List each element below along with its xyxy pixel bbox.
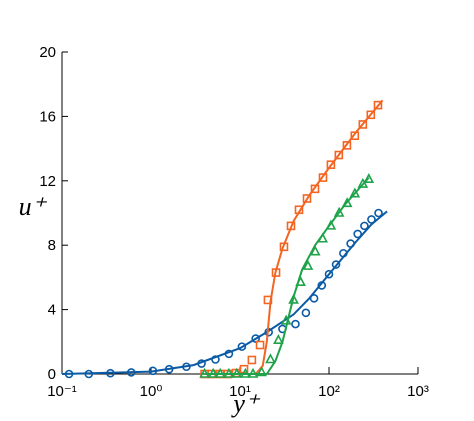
data-point (106, 368, 115, 378)
data-point (197, 359, 206, 368)
data-point (318, 173, 328, 182)
data-point (374, 208, 383, 218)
data-point (182, 362, 191, 372)
data-point (342, 141, 352, 150)
y-tick-label: 16 (39, 108, 56, 125)
data-point (247, 355, 257, 365)
data-point (279, 242, 289, 252)
data-point (247, 367, 259, 378)
data-point (363, 172, 375, 183)
y-tick-label: 12 (39, 173, 56, 190)
data-point (240, 367, 251, 378)
data-point (148, 366, 158, 376)
y-tick-label: 0 (48, 366, 56, 383)
x-tick-label: 10⁰ (140, 383, 163, 400)
data-point (317, 232, 329, 243)
x-tick-label: 10³ (407, 383, 429, 400)
y-tick-label: 8 (48, 237, 56, 254)
data-point (263, 295, 273, 305)
data-point (334, 150, 344, 160)
data-point (341, 197, 353, 208)
data-point (325, 219, 337, 230)
data-point (255, 340, 265, 350)
series-line (61, 210, 388, 375)
x-tick-label: 10² (318, 383, 340, 400)
data-point (366, 110, 376, 120)
data-point (302, 259, 314, 270)
data-point (309, 245, 321, 256)
data-point (207, 367, 219, 378)
data-point (224, 349, 234, 359)
data-point (324, 269, 334, 279)
data-point (360, 221, 369, 231)
y-axis-label: u⁺ (19, 192, 48, 221)
data-point (84, 369, 94, 379)
data-point (310, 184, 320, 194)
data-point (326, 160, 336, 169)
data-point (309, 294, 319, 303)
data-point (317, 281, 327, 290)
data-point (237, 342, 247, 351)
y-tick-label: 20 (39, 44, 56, 61)
data-point (265, 353, 276, 364)
data-point (353, 229, 362, 239)
data-point (256, 366, 267, 377)
data-point (331, 260, 341, 269)
data-point (164, 364, 174, 374)
data-point (357, 177, 369, 188)
data-point (350, 131, 360, 141)
data-point (346, 239, 355, 248)
data-point (358, 120, 368, 129)
data-point (295, 276, 306, 287)
y-tick-label: 4 (48, 302, 56, 319)
data-point (286, 221, 296, 231)
data-point (214, 367, 226, 378)
data-point (339, 248, 348, 258)
data-point (301, 308, 311, 318)
data-point (223, 367, 235, 378)
data-point (367, 215, 376, 224)
data-point (199, 367, 210, 378)
x-axis-label: y⁺ (230, 389, 261, 418)
data-point (291, 319, 300, 329)
data-point (271, 268, 281, 277)
x-tick-label: 10¹ (229, 383, 251, 400)
data-point (349, 187, 361, 198)
data-point (231, 367, 243, 378)
data-point (126, 368, 136, 377)
data-point (294, 205, 304, 215)
data-point (251, 334, 260, 343)
data-point (333, 206, 345, 217)
data-point (211, 355, 220, 364)
data-point (280, 314, 292, 325)
data-point (288, 293, 299, 304)
data-point (302, 194, 312, 203)
x-tick-label: 10⁻¹ (47, 383, 77, 400)
data-point (273, 333, 284, 344)
data-point (64, 369, 74, 379)
data-point (373, 100, 383, 110)
